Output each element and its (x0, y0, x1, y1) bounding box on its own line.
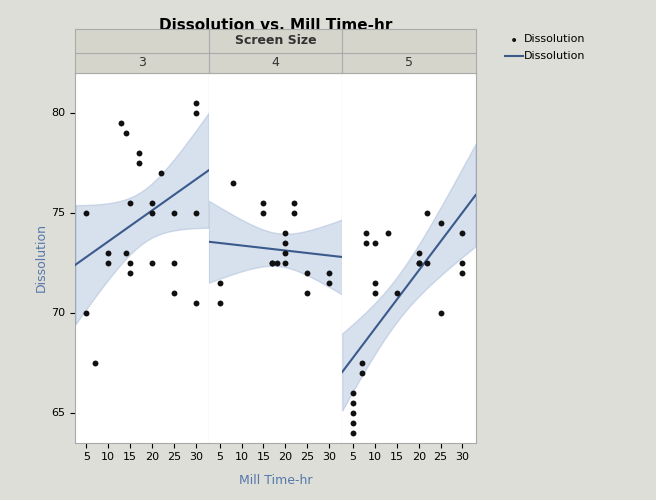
Point (134, 148, 144, 156)
Point (361, 228, 371, 236)
Point (280, 228, 291, 236)
Point (457, 228, 468, 236)
Text: Dissolution: Dissolution (523, 51, 585, 61)
Point (392, 288, 402, 296)
Text: •: • (510, 34, 518, 48)
Point (215, 298, 225, 306)
Text: 5: 5 (405, 56, 413, 69)
Point (280, 238, 291, 246)
Text: Dissolution: Dissolution (523, 34, 585, 43)
Point (357, 368, 367, 376)
Point (370, 238, 380, 246)
Point (413, 258, 424, 266)
Point (147, 208, 157, 216)
Point (103, 248, 113, 256)
Point (272, 258, 282, 266)
Point (125, 268, 135, 276)
Point (348, 418, 358, 426)
Point (134, 158, 144, 166)
Point (121, 128, 131, 136)
Point (413, 258, 424, 266)
Point (125, 258, 135, 266)
Text: Dissolution vs. Mill Time-hr: Dissolution vs. Mill Time-hr (159, 18, 392, 32)
Point (370, 288, 380, 296)
Point (258, 198, 269, 206)
Y-axis label: Dissolution: Dissolution (34, 223, 47, 292)
Point (169, 258, 179, 266)
Point (302, 288, 312, 296)
Point (370, 278, 380, 286)
Point (125, 198, 135, 206)
Point (81, 308, 92, 316)
Point (169, 208, 179, 216)
Point (190, 98, 201, 106)
Point (324, 268, 335, 276)
Point (348, 388, 358, 396)
Point (228, 178, 238, 186)
Point (324, 278, 335, 286)
Point (289, 198, 299, 206)
Point (215, 278, 225, 286)
Point (302, 268, 312, 276)
Point (280, 248, 291, 256)
Point (383, 228, 394, 236)
Point (289, 208, 299, 216)
Text: Screen Size: Screen Size (235, 34, 316, 47)
Point (169, 288, 179, 296)
Point (267, 258, 277, 266)
Point (357, 358, 367, 366)
Point (190, 208, 201, 216)
Point (348, 408, 358, 416)
Point (457, 268, 468, 276)
Point (90, 358, 100, 366)
Point (436, 308, 446, 316)
Text: Mill Time-hr: Mill Time-hr (239, 474, 312, 488)
Point (422, 258, 433, 266)
Point (155, 168, 166, 176)
Point (190, 108, 201, 116)
Text: 3: 3 (138, 56, 146, 69)
Point (147, 198, 157, 206)
Point (103, 258, 113, 266)
Point (121, 248, 131, 256)
Point (413, 248, 424, 256)
Point (116, 118, 127, 126)
Point (267, 258, 277, 266)
Point (280, 258, 291, 266)
Point (348, 398, 358, 406)
Point (361, 238, 371, 246)
Point (422, 208, 433, 216)
Point (436, 218, 446, 226)
Point (190, 298, 201, 306)
Text: 4: 4 (272, 56, 279, 69)
Point (147, 258, 157, 266)
Point (457, 258, 468, 266)
Point (348, 428, 358, 436)
Point (258, 208, 269, 216)
Point (81, 208, 92, 216)
